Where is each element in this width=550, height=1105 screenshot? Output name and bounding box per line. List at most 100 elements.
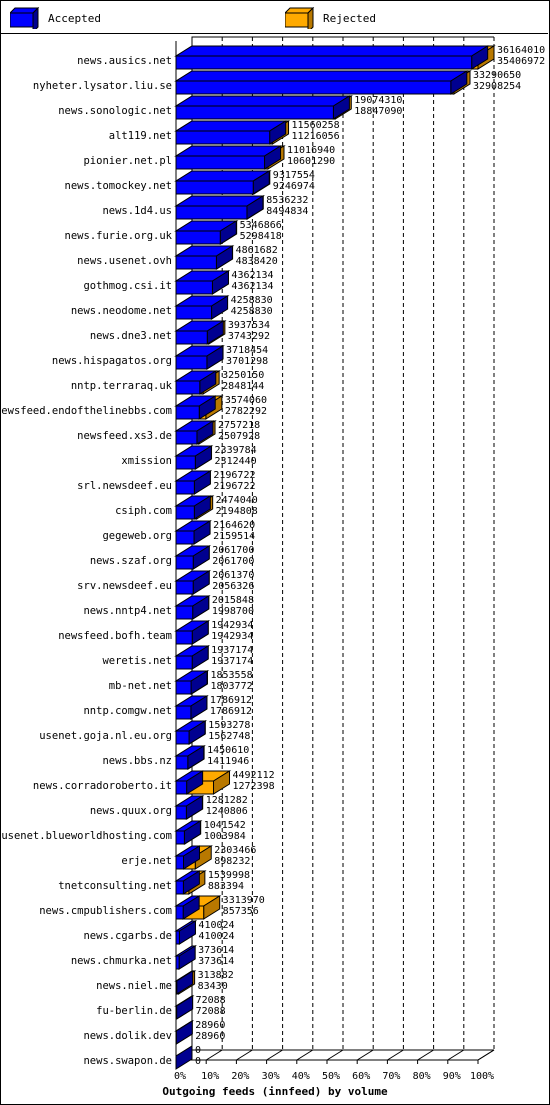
value-label-total: 2196722 bbox=[213, 470, 255, 481]
value-label-total: 2061700 bbox=[212, 545, 254, 556]
bar-accepted bbox=[174, 745, 206, 770]
value-label-accepted: 2848144 bbox=[222, 381, 264, 392]
bar-accepted bbox=[174, 245, 235, 270]
category-label: news.bbs.nz bbox=[102, 755, 172, 767]
value-label-accepted: 883394 bbox=[208, 881, 244, 892]
value-label-total: 19074310 bbox=[354, 95, 402, 106]
bar-accepted bbox=[174, 670, 209, 695]
value-label-accepted: 0 bbox=[195, 1056, 201, 1067]
value-label-total: 4258830 bbox=[231, 295, 273, 306]
category-label: news.ausics.net bbox=[77, 55, 172, 67]
value-label-total: 2474040 bbox=[216, 495, 258, 506]
bar-accepted bbox=[174, 995, 195, 1020]
bar-accepted bbox=[174, 295, 230, 320]
category-label: erje.net bbox=[121, 855, 172, 867]
value-label-accepted: 373614 bbox=[198, 956, 234, 967]
bar-accepted bbox=[174, 795, 205, 820]
floor-tick-line bbox=[356, 1049, 374, 1061]
bar-accepted bbox=[174, 470, 213, 495]
category-label: news.nntp4.net bbox=[83, 605, 172, 617]
category-label: nntp.comgw.net bbox=[83, 705, 172, 717]
value-label-accepted: 1942934 bbox=[211, 631, 253, 642]
value-label-total: 4861682 bbox=[236, 245, 278, 256]
x-tick-label: 90% bbox=[443, 1071, 461, 1082]
value-label-total: 1937174 bbox=[211, 645, 253, 656]
bar-accepted bbox=[174, 170, 271, 195]
bar-accepted bbox=[174, 45, 490, 70]
bar-accepted bbox=[174, 870, 202, 895]
value-label-accepted: 1937174 bbox=[211, 656, 253, 667]
value-label-total: 33290650 bbox=[473, 70, 521, 81]
value-label-total: 28960 bbox=[195, 1020, 225, 1031]
value-label-accepted: 2159514 bbox=[213, 531, 255, 542]
value-label-total: 3250150 bbox=[222, 370, 264, 381]
floor-tick-line bbox=[447, 1049, 465, 1061]
category-label: srl.newsdeef.eu bbox=[77, 480, 172, 492]
category-label: news.sonologic.net bbox=[58, 105, 172, 117]
legend-rejected: Rejected bbox=[285, 7, 415, 29]
category-label: news.usenet.ovh bbox=[77, 255, 172, 267]
x-tick-label: 80% bbox=[413, 1071, 431, 1082]
value-label-accepted: 857356 bbox=[223, 906, 259, 917]
value-label-accepted: 1998700 bbox=[212, 606, 254, 617]
category-label: gegeweb.org bbox=[102, 530, 172, 542]
value-label-accepted: 3701298 bbox=[226, 356, 268, 367]
value-label-total: 11560258 bbox=[292, 120, 340, 131]
value-label-accepted: 4258830 bbox=[231, 306, 273, 317]
category-label: usenet.goja.nl.eu.org bbox=[39, 730, 172, 742]
bar-accepted bbox=[174, 595, 211, 620]
x-tick-label: 60% bbox=[352, 1071, 370, 1082]
bar-accepted bbox=[174, 220, 238, 245]
category-label: pionier.net.pl bbox=[83, 155, 172, 167]
category-label: news.neodome.net bbox=[71, 305, 172, 317]
value-label-accepted: 10601290 bbox=[287, 156, 335, 167]
value-label-accepted: 18847090 bbox=[354, 106, 402, 117]
category-label: srv.newsdeef.eu bbox=[77, 580, 172, 592]
value-label-accepted: 1240806 bbox=[206, 806, 248, 817]
category-label: usenet.blueworldhosting.com bbox=[1, 830, 172, 842]
x-tick-label: 30% bbox=[262, 1071, 280, 1082]
value-label-total: 5346866 bbox=[240, 220, 282, 231]
bar-accepted bbox=[174, 95, 352, 120]
value-label-accepted: 2507928 bbox=[218, 431, 260, 442]
value-label-total: 4492112 bbox=[233, 770, 275, 781]
bar-empty bbox=[175, 1045, 193, 1070]
x-tick-label: 40% bbox=[292, 1071, 310, 1082]
floor-tick-line bbox=[236, 1049, 253, 1061]
bar-accepted bbox=[174, 370, 218, 395]
category-label: news.corradoroberto.it bbox=[33, 780, 172, 792]
value-label-total: 3718454 bbox=[226, 345, 268, 356]
legend-accepted: Accepted bbox=[10, 7, 140, 29]
bar-accepted bbox=[174, 495, 213, 520]
x-tick-label: 100% bbox=[470, 1071, 494, 1082]
category-label: news.dne3.net bbox=[90, 330, 172, 342]
category-label: news.cgarbs.de bbox=[83, 930, 172, 942]
legend-rejected-swatch bbox=[285, 7, 315, 29]
value-label-accepted: 8494834 bbox=[266, 206, 308, 217]
value-label-total: 72088 bbox=[196, 995, 226, 1006]
x-tick-label: 10% bbox=[201, 1071, 219, 1082]
bar-accepted bbox=[174, 895, 201, 920]
value-label-total: 313882 bbox=[198, 970, 234, 981]
category-label: xmission bbox=[121, 455, 172, 467]
value-label-accepted: 72088 bbox=[196, 1006, 226, 1017]
floor-tick-line bbox=[266, 1049, 283, 1061]
floor-tick-line bbox=[296, 1049, 314, 1061]
category-label: tnetconsulting.net bbox=[58, 880, 172, 892]
bar-accepted bbox=[174, 520, 212, 545]
bar-accepted bbox=[174, 445, 214, 470]
bar-accepted bbox=[174, 920, 198, 945]
value-label-total: 1593278 bbox=[208, 720, 250, 731]
bar-accepted bbox=[174, 195, 265, 220]
value-label-total: 2757218 bbox=[218, 420, 260, 431]
bar-accepted bbox=[174, 320, 226, 345]
bar-accepted bbox=[174, 620, 210, 645]
value-label-total: 4362134 bbox=[231, 270, 273, 281]
category-label: news.swapon.de bbox=[83, 1055, 172, 1067]
category-label: news.niel.me bbox=[96, 980, 172, 992]
bar-accepted bbox=[174, 345, 225, 370]
bar-accepted bbox=[174, 970, 195, 995]
bar-accepted bbox=[174, 845, 202, 870]
floor-tick-line bbox=[326, 1049, 344, 1061]
